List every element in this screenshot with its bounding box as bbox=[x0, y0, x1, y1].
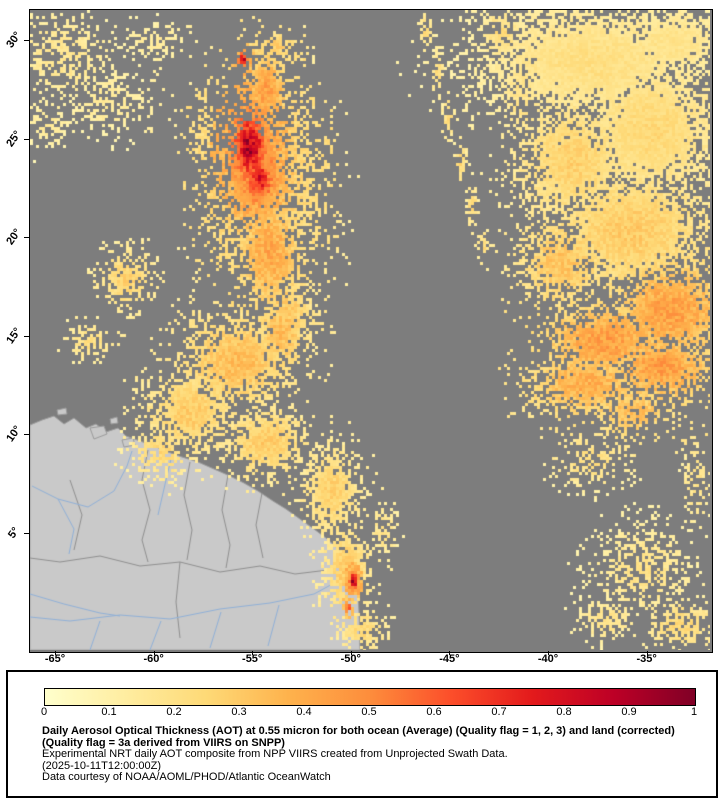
lon-tick-label: -50° bbox=[340, 653, 361, 665]
lat-tick-mark bbox=[24, 335, 29, 337]
lat-tick-mark bbox=[24, 533, 29, 534]
map-plot-frame bbox=[29, 9, 713, 653]
legend-credit: Data courtesy of NOAA/AOML/PHOD/Atlantic… bbox=[42, 771, 331, 783]
colorbar-tick-label: 0.6 bbox=[426, 706, 442, 718]
lon-tick-mark bbox=[548, 651, 549, 655]
colorbar-tick-label: 0.8 bbox=[556, 706, 572, 718]
lon-tick-mark bbox=[449, 651, 451, 655]
lon-tick-mark bbox=[153, 651, 155, 655]
colorbar-gradient bbox=[44, 688, 696, 706]
colorbar-tick-labels: 0 0.1 0.2 0.3 0.4 0.5 0.6 0.7 0.8 0.9 1 bbox=[40, 706, 698, 720]
lat-tick-mark bbox=[24, 40, 29, 41]
legend-box: 0 0.1 0.2 0.3 0.4 0.5 0.6 0.7 0.8 0.9 1 Daily Aero… bbox=[6, 670, 718, 798]
legend-subtitle: Experimental NRT daily AOT composite fro… bbox=[42, 748, 508, 760]
lon-tick-mark bbox=[646, 651, 648, 655]
legend-timestamp: (2025-10-11T12:00:00Z) bbox=[42, 759, 162, 772]
lat-tick-label: 20° bbox=[4, 226, 24, 248]
legend-caption: Daily Aerosol Optical Thickness (AOT) at… bbox=[42, 725, 704, 784]
lat-tick-mark bbox=[24, 138, 29, 140]
colorbar-tick-label: 0.4 bbox=[296, 706, 312, 718]
lon-tick-mark bbox=[252, 651, 254, 655]
lat-tick-label: 10° bbox=[4, 424, 24, 445]
colorbar-tick-label: 0.5 bbox=[361, 706, 377, 718]
lon-tick-label: -45° bbox=[439, 653, 460, 665]
aot-raster-map bbox=[30, 10, 710, 650]
colorbar-tick-label: 0.2 bbox=[166, 706, 182, 718]
legend-title: Daily Aerosol Optical Thickness (AOT) at… bbox=[42, 725, 675, 749]
colorbar-tick-label: 1 bbox=[690, 706, 698, 718]
lon-tick-label: -60° bbox=[143, 653, 164, 665]
lat-tick-mark bbox=[24, 434, 29, 436]
lon-tick-label: -55° bbox=[242, 653, 263, 665]
lon-tick-mark bbox=[350, 651, 352, 655]
lat-tick-label: 25° bbox=[4, 128, 24, 149]
lon-tick-label: -40° bbox=[537, 653, 559, 665]
lat-tick-label: 5° bbox=[6, 525, 22, 541]
colorbar-tick-label: 0 bbox=[40, 706, 48, 718]
colorbar-tick-label: 0.9 bbox=[621, 706, 637, 718]
colorbar-tick-label: 0.7 bbox=[491, 706, 507, 718]
lon-tick-label: -35° bbox=[636, 653, 657, 665]
lat-tick-label: 30° bbox=[4, 29, 24, 51]
colorbar-tick-label: 0.1 bbox=[101, 706, 117, 718]
lon-tick-mark bbox=[55, 651, 56, 655]
lat-tick-mark bbox=[24, 237, 29, 239]
colorbar-tick-label: 0.3 bbox=[231, 706, 247, 718]
lon-tick-label: -65° bbox=[44, 653, 66, 665]
lat-tick-label: 15° bbox=[4, 325, 24, 347]
